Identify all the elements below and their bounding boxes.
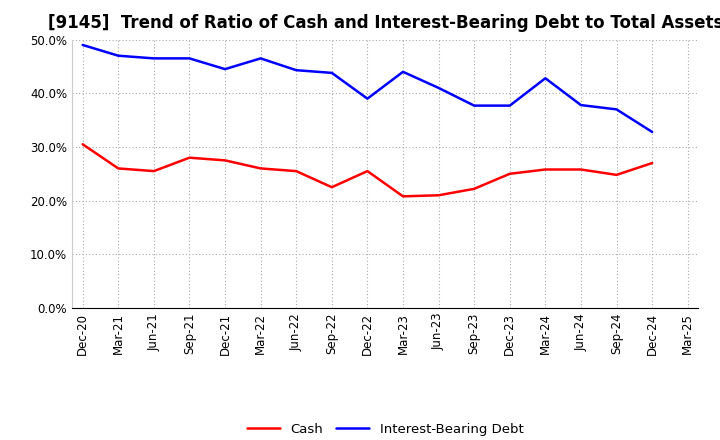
Cash bbox=[363, 169, 372, 174]
Title: [9145]  Trend of Ratio of Cash and Interest-Bearing Debt to Total Assets: [9145] Trend of Ratio of Cash and Intere… bbox=[48, 15, 720, 33]
Interest-Bearing Debt bbox=[470, 103, 479, 108]
Interest-Bearing Debt bbox=[363, 96, 372, 101]
Cash bbox=[434, 193, 443, 198]
Cash bbox=[150, 169, 158, 174]
Cash bbox=[399, 194, 408, 199]
Cash bbox=[114, 166, 122, 171]
Interest-Bearing Debt bbox=[150, 56, 158, 61]
Line: Cash: Cash bbox=[83, 144, 652, 196]
Interest-Bearing Debt bbox=[648, 129, 657, 135]
Interest-Bearing Debt bbox=[399, 69, 408, 74]
Line: Interest-Bearing Debt: Interest-Bearing Debt bbox=[83, 45, 652, 132]
Interest-Bearing Debt bbox=[292, 68, 300, 73]
Interest-Bearing Debt bbox=[434, 85, 443, 91]
Cash bbox=[256, 166, 265, 171]
Cash bbox=[612, 172, 621, 177]
Interest-Bearing Debt bbox=[612, 107, 621, 112]
Interest-Bearing Debt bbox=[541, 76, 549, 81]
Cash bbox=[328, 185, 336, 190]
Interest-Bearing Debt bbox=[577, 103, 585, 108]
Cash bbox=[577, 167, 585, 172]
Cash bbox=[505, 171, 514, 176]
Cash bbox=[541, 167, 549, 172]
Interest-Bearing Debt bbox=[185, 56, 194, 61]
Legend: Cash, Interest-Bearing Debt: Cash, Interest-Bearing Debt bbox=[241, 418, 529, 440]
Cash bbox=[78, 142, 87, 147]
Cash bbox=[292, 169, 300, 174]
Cash bbox=[648, 161, 657, 166]
Cash bbox=[470, 186, 479, 191]
Interest-Bearing Debt bbox=[114, 53, 122, 59]
Cash bbox=[221, 158, 230, 163]
Interest-Bearing Debt bbox=[328, 70, 336, 76]
Interest-Bearing Debt bbox=[256, 56, 265, 61]
Interest-Bearing Debt bbox=[505, 103, 514, 108]
Interest-Bearing Debt bbox=[78, 42, 87, 48]
Cash bbox=[185, 155, 194, 160]
Interest-Bearing Debt bbox=[221, 66, 230, 72]
